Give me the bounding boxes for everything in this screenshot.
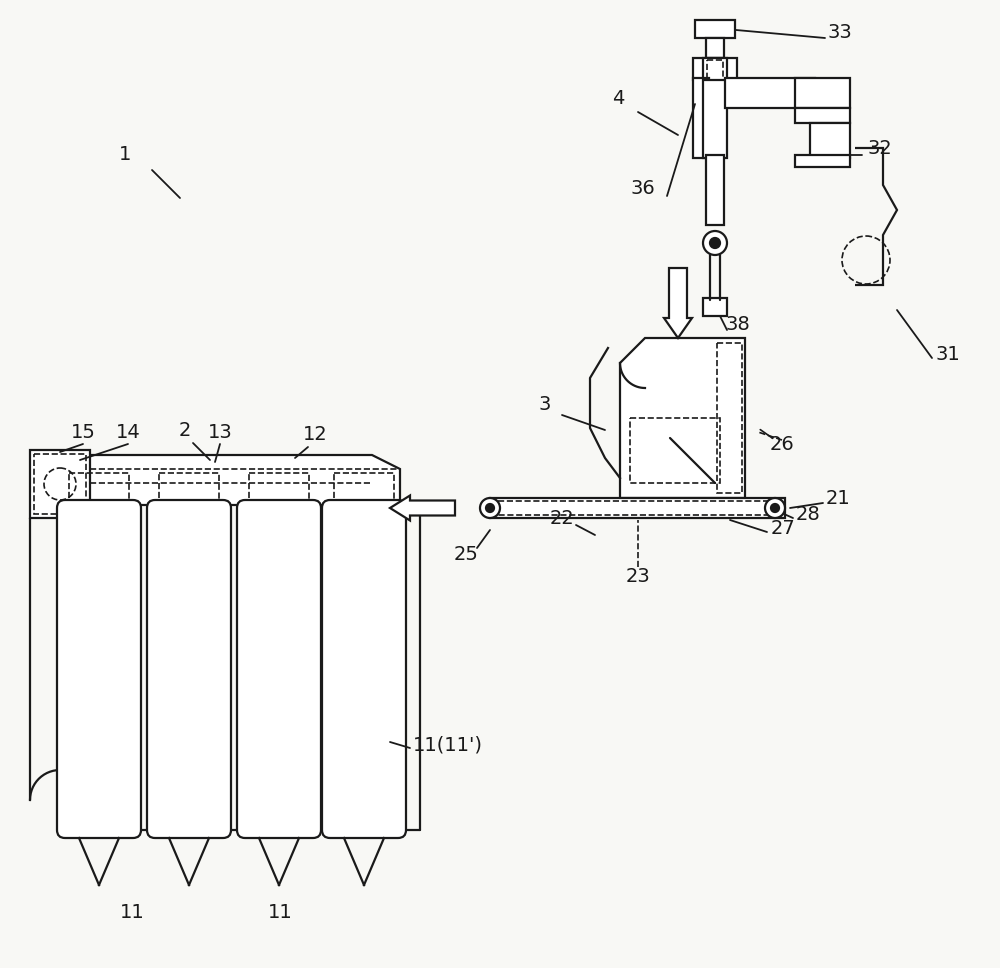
Bar xyxy=(498,501,777,515)
Text: 22: 22 xyxy=(550,508,574,528)
Text: 13: 13 xyxy=(208,422,232,441)
Bar xyxy=(703,58,727,103)
Bar xyxy=(795,78,850,108)
Text: 15: 15 xyxy=(71,422,95,441)
Polygon shape xyxy=(620,338,745,498)
Bar xyxy=(703,80,727,158)
Text: 4: 4 xyxy=(612,88,624,107)
Bar xyxy=(693,78,709,158)
Bar xyxy=(693,58,737,80)
Bar xyxy=(159,473,219,505)
Bar xyxy=(717,343,742,493)
Text: 28: 28 xyxy=(796,505,820,525)
Bar xyxy=(795,155,850,167)
Circle shape xyxy=(710,238,720,248)
Text: 11: 11 xyxy=(268,902,292,922)
Text: 11(11'): 11(11') xyxy=(413,736,483,754)
Bar xyxy=(707,60,723,102)
Text: 12: 12 xyxy=(303,426,327,444)
Text: 26: 26 xyxy=(770,436,794,455)
Text: 21: 21 xyxy=(826,489,850,507)
Text: 31: 31 xyxy=(936,346,960,365)
Bar xyxy=(334,473,394,505)
Bar xyxy=(706,155,724,225)
Circle shape xyxy=(486,504,494,512)
Bar xyxy=(69,473,129,505)
Bar xyxy=(30,450,90,518)
Circle shape xyxy=(703,231,727,255)
Bar xyxy=(810,123,850,158)
FancyBboxPatch shape xyxy=(322,500,406,838)
Bar xyxy=(249,473,309,505)
Bar xyxy=(703,298,727,316)
Bar xyxy=(34,454,86,514)
Text: 14: 14 xyxy=(116,422,140,441)
FancyBboxPatch shape xyxy=(57,500,141,838)
Bar xyxy=(725,78,815,108)
Text: 38: 38 xyxy=(726,316,750,335)
Bar xyxy=(490,498,785,518)
Polygon shape xyxy=(88,455,400,505)
FancyArrow shape xyxy=(664,268,692,338)
Bar xyxy=(795,108,850,123)
Text: 1: 1 xyxy=(119,145,131,165)
Text: 11: 11 xyxy=(120,902,144,922)
Text: 2: 2 xyxy=(179,420,191,439)
Text: 36: 36 xyxy=(631,178,655,197)
FancyArrow shape xyxy=(390,496,455,521)
Circle shape xyxy=(480,498,500,518)
Bar xyxy=(695,20,735,38)
Text: 27: 27 xyxy=(771,519,795,537)
Text: 23: 23 xyxy=(626,567,650,587)
Text: 33: 33 xyxy=(828,22,852,42)
Text: 3: 3 xyxy=(539,396,551,414)
Circle shape xyxy=(771,504,779,512)
FancyBboxPatch shape xyxy=(147,500,231,838)
FancyBboxPatch shape xyxy=(237,500,321,838)
Bar xyxy=(706,38,724,58)
Text: 32: 32 xyxy=(868,138,892,158)
Circle shape xyxy=(765,498,785,518)
Bar xyxy=(630,418,720,483)
Text: 25: 25 xyxy=(454,546,478,564)
